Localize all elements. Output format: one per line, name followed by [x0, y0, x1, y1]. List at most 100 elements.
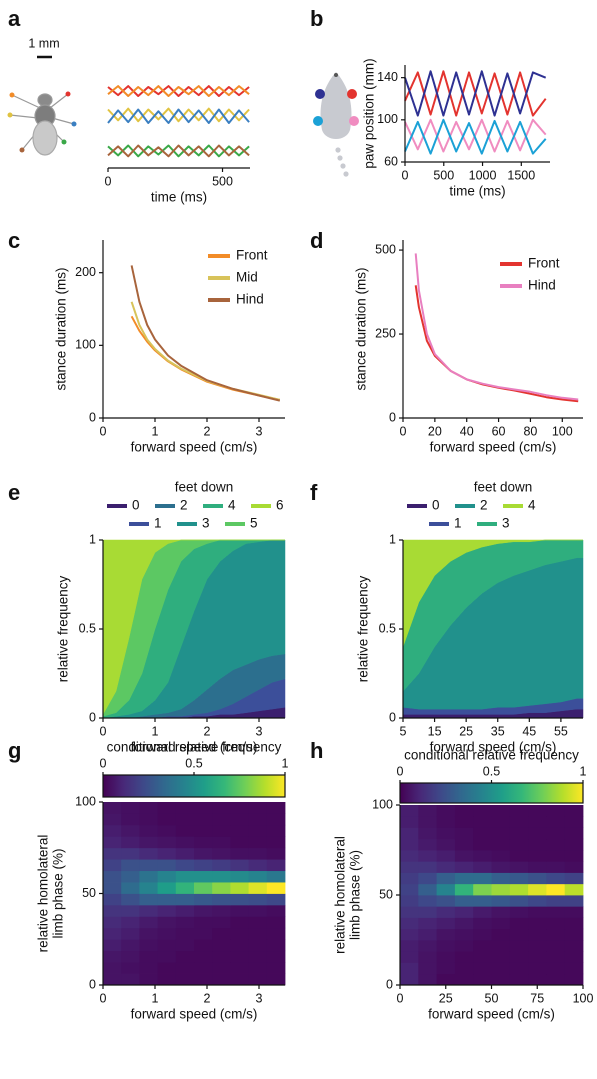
legend-label: 5: [250, 516, 258, 531]
legend-label: Hind: [528, 278, 556, 293]
heatmap-cell: [454, 962, 474, 975]
y-axis-label: relative frequency: [356, 575, 371, 682]
heatmap-cell: [139, 962, 158, 974]
mouse-tail: [340, 163, 346, 169]
heatmap-cell: [564, 940, 584, 952]
heatmap-cell: [546, 850, 566, 862]
heatmap-cell: [418, 940, 437, 952]
heatmap-cell: [400, 827, 419, 840]
heatmap-cell: [157, 962, 177, 974]
fly-wings: [32, 120, 58, 156]
leg-dot: [7, 112, 13, 118]
y-tick-label: 0: [89, 410, 96, 424]
y-tick-label: 100: [75, 794, 96, 808]
heatmap-cell: [528, 962, 547, 975]
heatmap-cell: [121, 882, 140, 894]
heatmap-cell: [266, 916, 286, 929]
heatmap-cell: [139, 904, 158, 917]
heatmap-cell: [157, 973, 177, 986]
heatmap-cell: [473, 861, 492, 873]
heatmap-cell: [400, 883, 419, 896]
heatmap-cell: [436, 951, 456, 963]
heatmap-cell: [491, 872, 511, 885]
heatmap-cell: [491, 917, 511, 930]
x-tick-label: 40: [460, 424, 474, 438]
heatmap-cell: [509, 827, 529, 840]
heatmap-cell: [564, 962, 584, 975]
fly-illustration: [7, 91, 77, 156]
heatmap-cell: [473, 917, 492, 930]
heatmap-cell: [194, 802, 213, 814]
heatmap-cell: [546, 872, 566, 885]
heatmap-cell: [454, 928, 474, 941]
fly-leg: [51, 117, 75, 125]
heatmap-cell: [212, 973, 231, 986]
colorbar: [399, 782, 584, 804]
heatmap-cell: [139, 882, 158, 894]
heatmap-cell: [418, 917, 437, 930]
heatmap-cell: [528, 816, 547, 828]
heatmap-cell: [473, 872, 492, 885]
heatmap-cell: [248, 927, 268, 940]
x-tick-label: 3: [256, 424, 263, 438]
heatmap-cell: [473, 962, 492, 975]
heatmap-cell: [418, 962, 437, 975]
heatmap-cell: [546, 816, 566, 828]
heatmap-cell: [266, 950, 286, 963]
x-tick-label: 500: [212, 174, 233, 188]
heatmap-cell: [194, 813, 213, 826]
heatmap-cell: [175, 962, 195, 974]
heatmap-cell: [546, 805, 566, 817]
y-tick-label: 0: [386, 977, 393, 991]
heatmap-cell: [175, 870, 195, 883]
x-tick-label: 20: [428, 424, 442, 438]
heatmap-cell: [248, 916, 268, 929]
fly-head: [37, 93, 53, 107]
heatmap-cell: [266, 836, 286, 849]
heatmap-cell: [454, 973, 474, 986]
heatmap-cell: [418, 906, 437, 918]
x-tick-label: 1000: [469, 168, 497, 182]
heatmap-cell: [266, 847, 286, 860]
x-tick-label: 100: [573, 991, 594, 1005]
y-tick-label: 60: [384, 154, 398, 168]
data-line: [107, 85, 250, 97]
heatmap-cell: [528, 883, 547, 896]
heatmap-cell: [564, 861, 584, 873]
heatmap-cell: [266, 882, 286, 894]
y-tick-label: 0.5: [79, 621, 96, 635]
heatmap-cell: [509, 940, 529, 952]
panel-label: a: [8, 6, 21, 31]
heatmap-cell: [121, 973, 140, 986]
heatmap-cell: [473, 973, 492, 986]
heatmap-cell: [400, 928, 419, 941]
heatmap-cell: [248, 904, 268, 917]
colorbar-tick-label: 0.5: [483, 764, 500, 778]
legend-label: 1: [154, 516, 162, 531]
heatmap-cell: [400, 951, 419, 963]
heatmap-cell: [194, 904, 213, 917]
heatmap-cell: [157, 950, 177, 963]
heatmap-cell: [121, 870, 140, 883]
heatmap-cell: [212, 904, 231, 917]
heatmap-cell: [546, 928, 566, 941]
paw-dot: [313, 116, 323, 126]
x-tick-label: 2: [204, 424, 211, 438]
heatmap-cell: [139, 802, 158, 814]
heatmap-cell: [230, 870, 249, 883]
y-tick-label: 0: [89, 710, 96, 724]
heatmap-cell: [528, 861, 547, 873]
heatmap-cell: [157, 916, 177, 929]
heatmap-cell: [230, 882, 249, 894]
x-tick-label: 25: [439, 991, 453, 1005]
heatmap-cell: [266, 824, 286, 837]
heatmap-cell: [400, 895, 419, 907]
heatmap-cell: [454, 850, 474, 862]
y-axis-label: stance duration (ms): [354, 267, 369, 390]
heatmap-cell: [491, 883, 511, 896]
x-tick-label: 0: [400, 424, 407, 438]
heatmap-cell: [528, 973, 547, 986]
heatmap-cell: [266, 870, 286, 883]
x-tick-label: 1: [152, 724, 159, 738]
